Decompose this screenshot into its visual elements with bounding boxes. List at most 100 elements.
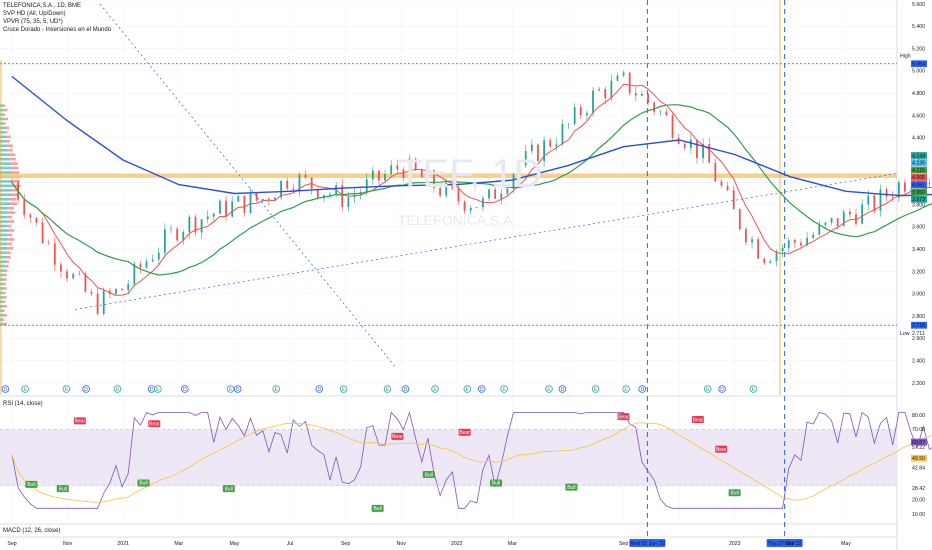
earnings-badge[interactable]: E xyxy=(545,385,553,393)
signal-label-bg xyxy=(73,417,86,425)
earnings-badge[interactable]: E xyxy=(591,385,600,393)
rsi-bear-label: Bear xyxy=(458,428,471,436)
earnings-badge[interactable]: E xyxy=(226,385,235,393)
dividend-badge[interactable]: D xyxy=(718,385,726,393)
time-tick-label: May xyxy=(841,541,851,547)
symbol-title[interactable]: TELEFONICA,S.A., 1D, BME xyxy=(3,3,82,9)
earnings-badge[interactable]: E xyxy=(113,385,122,393)
earnings-badge[interactable]: E xyxy=(431,385,439,393)
vpvr-bar-up xyxy=(0,148,8,152)
badge-circle xyxy=(272,385,281,393)
vpvr-bar-down xyxy=(7,247,14,250)
dividend-badge[interactable]: D xyxy=(315,385,324,393)
date-pill xyxy=(766,539,803,547)
macd-title[interactable]: MACD (12, 26, close) xyxy=(3,528,61,534)
badge-letter: E xyxy=(275,387,279,393)
candle-up xyxy=(567,123,570,125)
vpvr-bar-down xyxy=(6,255,11,259)
badge-letter: E xyxy=(547,387,551,393)
candle-down xyxy=(537,144,539,161)
badge-letter: D xyxy=(236,387,240,393)
earnings-badge[interactable]: E xyxy=(272,385,281,393)
vpvr-bar-up xyxy=(0,269,5,272)
dividend-badge[interactable]: D xyxy=(638,385,647,393)
candle-up xyxy=(280,180,283,198)
badge-letter: E xyxy=(466,387,470,393)
dividend-badge[interactable]: D xyxy=(1,385,10,393)
vpvr-bar-down xyxy=(3,300,6,304)
earnings-badge[interactable]: E xyxy=(500,385,508,393)
candle-down xyxy=(647,93,649,103)
badge-letter: E xyxy=(752,387,756,393)
earnings-badge[interactable]: E xyxy=(154,385,162,393)
candle-down xyxy=(108,290,111,294)
badge-letter: E xyxy=(594,387,598,393)
vpvr-bar-down xyxy=(6,135,11,139)
tag-text: 60.87 xyxy=(912,440,925,446)
candle-up xyxy=(347,197,350,208)
vpvr-bar-down xyxy=(4,304,7,308)
signal-label-bg xyxy=(222,485,235,493)
earnings-badge[interactable]: E xyxy=(62,385,71,393)
signal-label-bg xyxy=(617,413,630,421)
earnings-badge[interactable]: E xyxy=(703,385,712,393)
earnings-badge[interactable]: E xyxy=(463,385,472,393)
tag-text: 49.50 xyxy=(912,456,925,462)
volume-profile xyxy=(0,104,21,326)
candle-down xyxy=(628,72,631,94)
rsi-tick-label: 20.00 xyxy=(912,498,925,504)
candle-down xyxy=(665,111,668,116)
earnings-badge[interactable]: E xyxy=(339,385,348,393)
badge-circle xyxy=(62,385,71,393)
candle-up xyxy=(231,201,234,217)
time-tick-label: 2022 xyxy=(451,541,463,547)
dividend-badge[interactable]: D xyxy=(477,385,486,393)
candle-up xyxy=(102,290,105,314)
vpvr-bar-down xyxy=(8,206,14,210)
dividend-badge[interactable]: D xyxy=(82,385,90,393)
rsi-line xyxy=(11,411,932,509)
dividend-badge[interactable]: D xyxy=(233,385,242,393)
candle-up xyxy=(867,195,870,205)
dividend-badge[interactable]: D xyxy=(401,385,410,393)
dividend-badge[interactable]: D xyxy=(147,385,156,393)
earnings-badge[interactable]: E xyxy=(383,385,392,393)
price-value-tag: 4.136 xyxy=(911,159,927,167)
vpvr-bar-down xyxy=(5,139,10,143)
vpvr-bar-down xyxy=(9,211,16,214)
high-label: High xyxy=(900,54,911,60)
candle-up xyxy=(787,240,790,248)
indicator-vpvr[interactable]: VPVR (75, 35, 5, UD*) xyxy=(3,19,63,25)
tag-bg xyxy=(911,181,927,189)
dividend-badge[interactable]: D xyxy=(558,385,567,393)
badge-letter: D xyxy=(561,387,565,393)
signal-label-bg xyxy=(137,479,150,487)
earnings-badge[interactable]: E xyxy=(749,385,758,393)
rsi-tick-label: 42.84 xyxy=(912,465,925,471)
candle-up xyxy=(127,284,130,291)
candle-down xyxy=(439,188,442,196)
earnings-badge[interactable]: E xyxy=(21,385,29,393)
badge-circle xyxy=(315,385,324,393)
vpvr-bar-down xyxy=(9,197,17,201)
earnings-badge[interactable]: E xyxy=(622,385,630,393)
vpvr-bar-down xyxy=(7,215,12,219)
signal-label-text: Bull xyxy=(59,486,67,492)
candle-up xyxy=(188,216,191,233)
candle-down xyxy=(176,228,179,241)
indicator-svp[interactable]: SVP HD (All, Up/Down) xyxy=(3,11,66,17)
candle-down xyxy=(267,198,270,201)
candle-down xyxy=(579,107,582,116)
candle-up xyxy=(408,158,411,178)
dividend-badge[interactable]: D xyxy=(180,385,189,393)
rsi-title[interactable]: RSI (14, close) xyxy=(3,401,43,407)
vpvr-bar-down xyxy=(9,157,16,161)
badge-circle xyxy=(558,385,567,393)
vpvr-bar-up xyxy=(0,220,9,223)
vpvr-bar-down xyxy=(4,273,7,277)
indicator-cruce-dorado[interactable]: Cruce Dorado - Inversiones en el Mundo xyxy=(3,27,112,33)
vpvr-bar-down xyxy=(7,233,13,237)
vpvr-bar-down xyxy=(3,122,6,125)
